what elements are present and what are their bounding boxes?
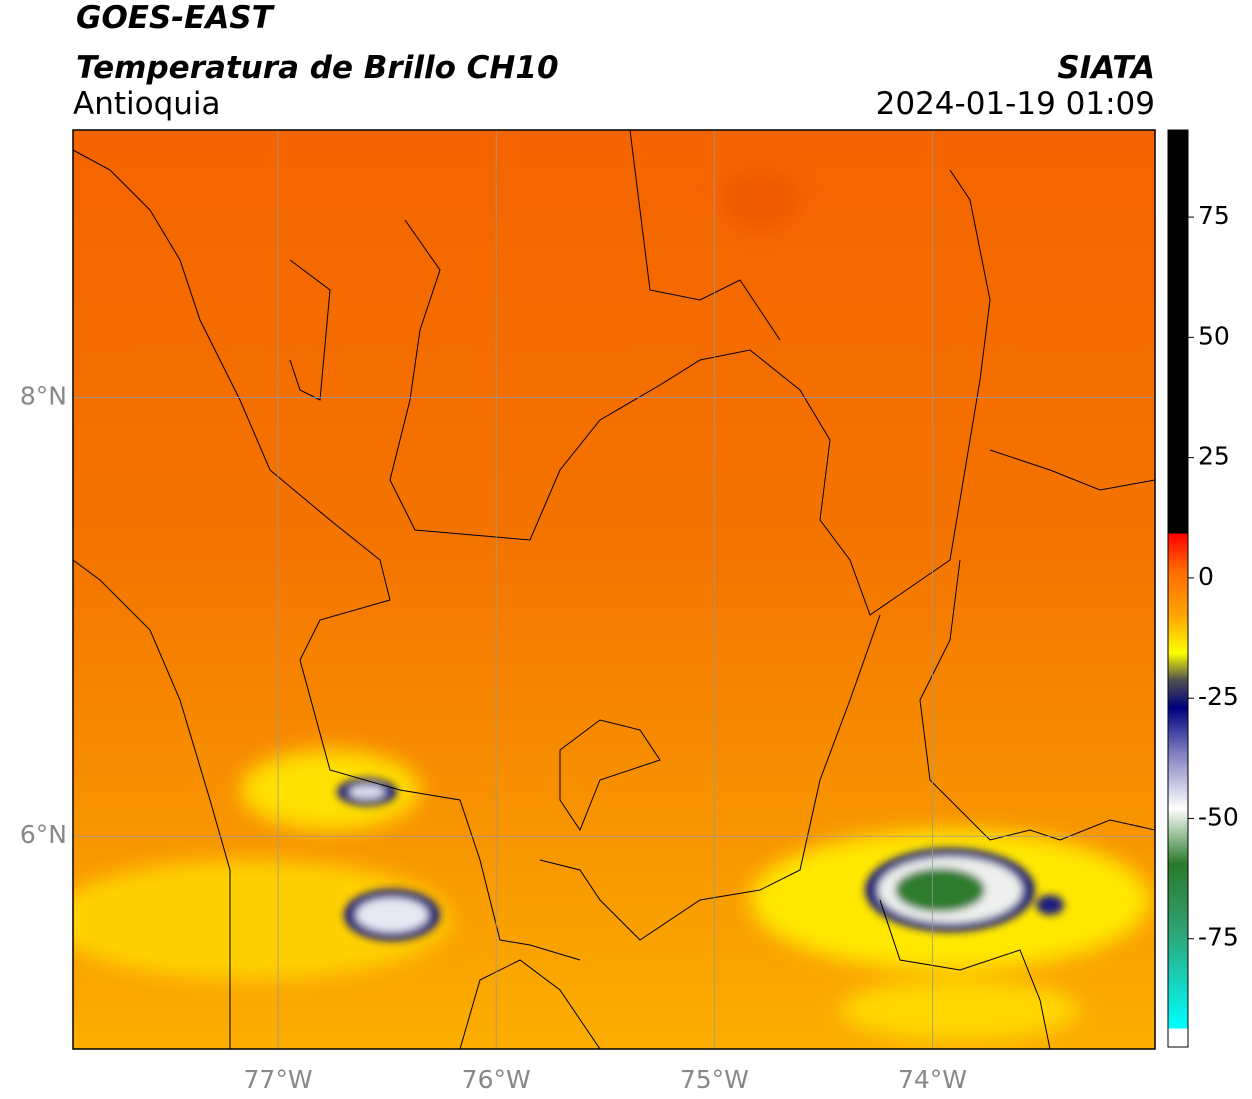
- borders: [73, 130, 1155, 1049]
- colorbar-tick-label: -50: [1198, 802, 1239, 831]
- colorbar-tick-label: 50: [1198, 321, 1230, 350]
- cold-clouds: [337, 778, 1064, 941]
- x-tick-label: 76°W: [462, 1065, 531, 1094]
- colorbar-tick-label: -75: [1198, 923, 1239, 952]
- x-tick-label: 75°W: [680, 1065, 749, 1094]
- colorbar-tick-label: 75: [1198, 201, 1230, 230]
- region: Antioquia: [73, 86, 221, 122]
- map-area: [73, 130, 1155, 1049]
- map-frame: [72, 129, 1156, 1050]
- axis-ticks: 77°W 76°W 75°W 74°W 8°N 6°N: [20, 382, 967, 1094]
- colorbar-tick-label: 25: [1198, 442, 1230, 471]
- y-tick-label: 6°N: [20, 820, 67, 849]
- colorbar-tick-label: 0: [1198, 562, 1214, 591]
- colorbar-ticks: 75 50 25 0 -25 -50 -75: [1188, 201, 1239, 952]
- x-tick-label: 74°W: [898, 1065, 967, 1094]
- grid: [73, 130, 1155, 1049]
- colorbar: [1167, 129, 1189, 1048]
- colorbar-tick-label: -25: [1198, 682, 1239, 711]
- source: SIATA: [1057, 50, 1155, 86]
- product-title: Temperatura de Brillo CH10: [76, 50, 559, 86]
- satellite-title: GOES-EAST: [76, 0, 276, 36]
- datetime: 2024-01-19 01:09: [876, 86, 1155, 122]
- x-tick-label: 77°W: [244, 1065, 313, 1094]
- y-tick-label: 8°N: [20, 382, 67, 411]
